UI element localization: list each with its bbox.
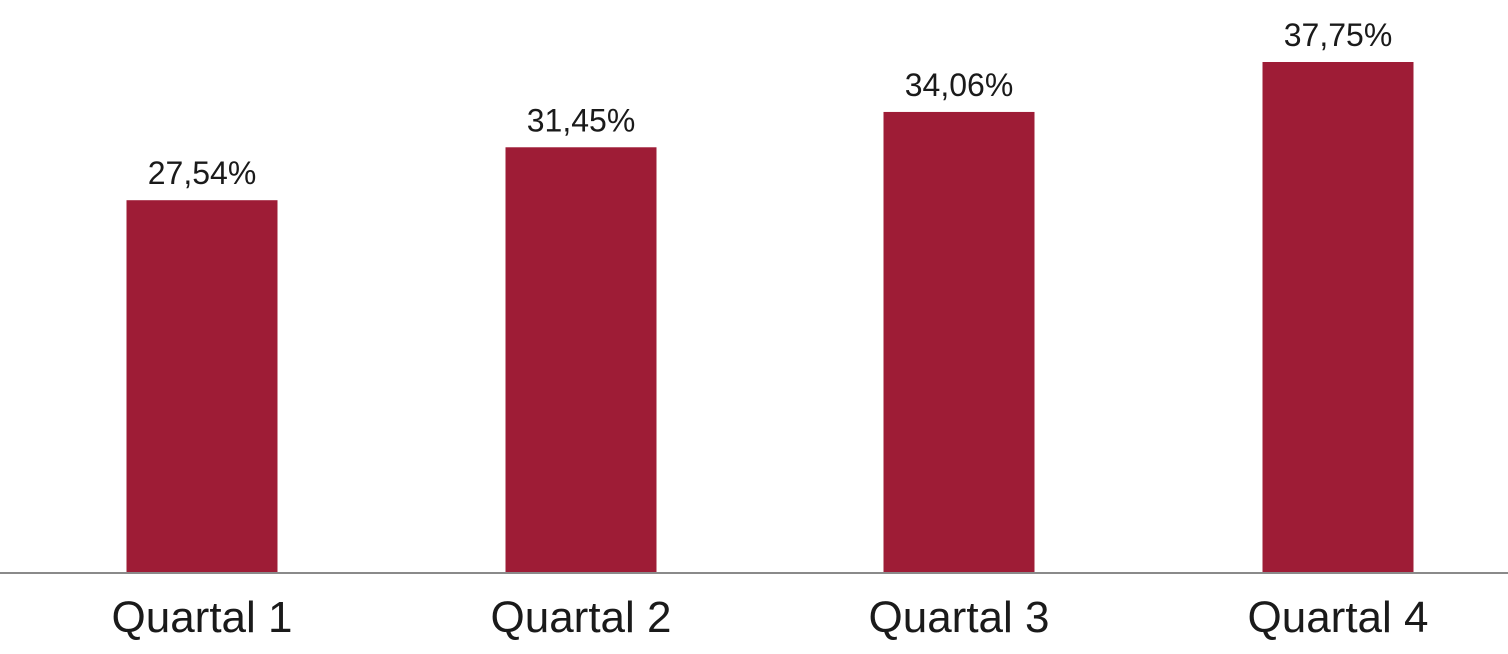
- x-tick-label-1: Quartal 1: [112, 593, 293, 642]
- category-labels-group: Quartal 1 Quartal 2 Quartal 3 Quartal 4: [112, 593, 1429, 642]
- data-label-2: 31,45%: [527, 102, 636, 138]
- bar-4: [1262, 62, 1414, 573]
- bar-3: [883, 111, 1035, 573]
- bar-2: [505, 147, 657, 573]
- bar-1: [126, 200, 278, 573]
- x-tick-label-2: Quartal 2: [491, 593, 672, 642]
- data-label-3: 34,06%: [905, 67, 1014, 103]
- data-label-4: 37,75%: [1284, 17, 1393, 53]
- value-labels-group: 27,54% 31,45% 34,06% 37,75%: [148, 17, 1393, 191]
- x-tick-label-3: Quartal 3: [869, 593, 1050, 642]
- bars-group: [126, 62, 1414, 573]
- data-label-1: 27,54%: [148, 155, 257, 191]
- x-tick-label-4: Quartal 4: [1248, 593, 1429, 642]
